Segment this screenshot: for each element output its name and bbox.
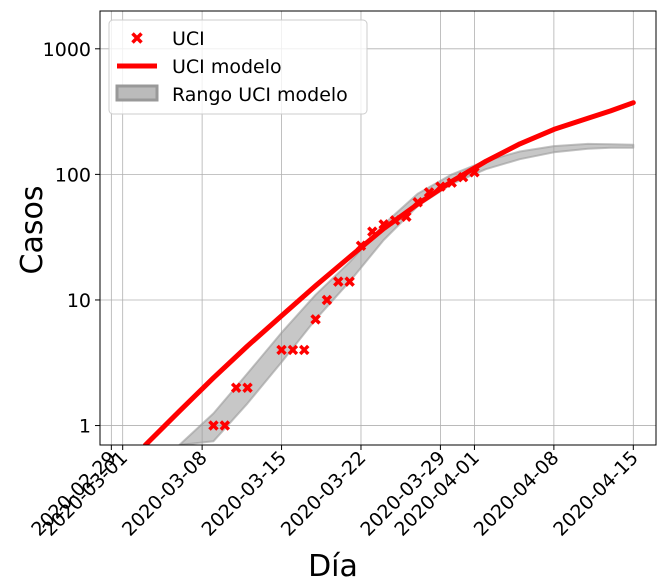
observed-point: [219, 420, 231, 431]
legend-label-range: Rango UCI modelo: [172, 84, 348, 106]
plot-frame: [99, 10, 657, 446]
legend-entry-model: UCI modelo: [117, 56, 282, 78]
y-tick-label: 1000: [43, 39, 91, 61]
observed-point: [208, 420, 219, 431]
observed-point: [412, 197, 423, 208]
x-axis-ticks: 2020-02-292020-03-012020-03-082020-03-15…: [27, 445, 643, 541]
legend-x-marker-icon: [131, 32, 143, 44]
y-axis-ticks: 1 10 100 1000: [43, 39, 100, 438]
observed-point: [457, 171, 469, 183]
legend-entry-range: Rango UCI modelo: [115, 84, 348, 106]
legend-entry-observed: UCI: [131, 28, 205, 50]
y-axis-title: Casos: [15, 186, 50, 275]
model-range-band: [178, 142, 635, 445]
observed-point: [242, 382, 253, 393]
observed-point: [287, 344, 299, 356]
observed-point: [310, 314, 321, 325]
legend-label-observed: UCI: [172, 28, 205, 50]
model-line-path: [142, 100, 636, 445]
observed-point: [355, 240, 367, 252]
y-tick-label: 100: [55, 164, 91, 186]
y-tick-label: 10: [67, 290, 91, 312]
observed-point: [401, 211, 412, 222]
legend-box: [108, 19, 368, 115]
observed-point: [321, 294, 333, 306]
observed-point: [230, 382, 242, 393]
model-line: [142, 100, 636, 445]
observed-point: [423, 187, 435, 198]
observed-point: [344, 276, 355, 287]
legend-band-swatch: [115, 84, 159, 102]
observed-markers: [208, 167, 480, 431]
observed-point: [469, 167, 480, 178]
observed-point: [446, 177, 457, 188]
observed-point: [435, 181, 446, 192]
y-tick-label: 1: [79, 416, 91, 438]
range-band-area: [178, 142, 635, 445]
observed-point: [299, 344, 310, 356]
legend-label-model: UCI modelo: [172, 56, 282, 78]
x-tick-label: 2020-04-15: [549, 447, 643, 541]
observed-point: [276, 344, 287, 356]
legend: UCI UCI modelo Rango UCI modelo: [108, 19, 368, 115]
observed-point: [333, 276, 344, 287]
observed-point: [367, 226, 378, 237]
observed-point: [389, 215, 401, 226]
x-axis-title: Día: [308, 549, 358, 584]
observed-point: [378, 219, 389, 230]
